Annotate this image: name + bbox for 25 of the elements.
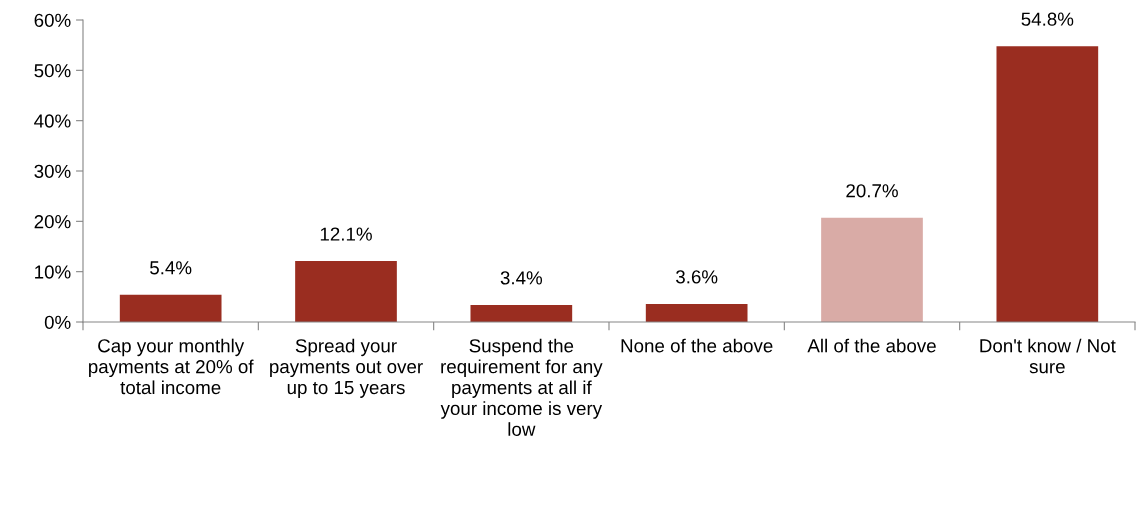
y-tick-label: 0% bbox=[44, 315, 71, 329]
data-label: 20.7% bbox=[846, 184, 898, 198]
data-label: 54.8% bbox=[1021, 12, 1074, 26]
x-tick-label: Suspend the requirement for any payments at all if your income is very low bbox=[440, 338, 603, 436]
data-label: 12.1% bbox=[320, 227, 372, 241]
x-tick-label: Cap your monthly payments at 20% of total income bbox=[89, 338, 254, 395]
x-tick-label: Spread your payments out over up to 15 years bbox=[270, 338, 423, 398]
x-tick-label: Don't know / Not sure bbox=[980, 338, 1116, 374]
data-label: 3.4% bbox=[500, 271, 543, 285]
bar bbox=[645, 303, 748, 322]
y-tick-label: 10% bbox=[35, 265, 71, 279]
bar bbox=[996, 46, 1099, 322]
bar bbox=[470, 304, 573, 322]
data-label: 5.4% bbox=[150, 261, 192, 275]
x-tick-label: None of the above bbox=[621, 338, 773, 353]
y-tick-label: 60% bbox=[34, 13, 71, 27]
bar bbox=[821, 217, 923, 322]
y-tick-label: 50% bbox=[34, 64, 71, 78]
bar bbox=[119, 294, 222, 322]
y-tick-label: 30% bbox=[34, 164, 71, 178]
y-tick-label: 40% bbox=[34, 114, 71, 128]
x-tick-label: All of the above bbox=[807, 338, 936, 353]
bar bbox=[295, 261, 397, 322]
data-label: 3.6% bbox=[676, 270, 718, 284]
y-tick-label: 20% bbox=[34, 215, 71, 229]
